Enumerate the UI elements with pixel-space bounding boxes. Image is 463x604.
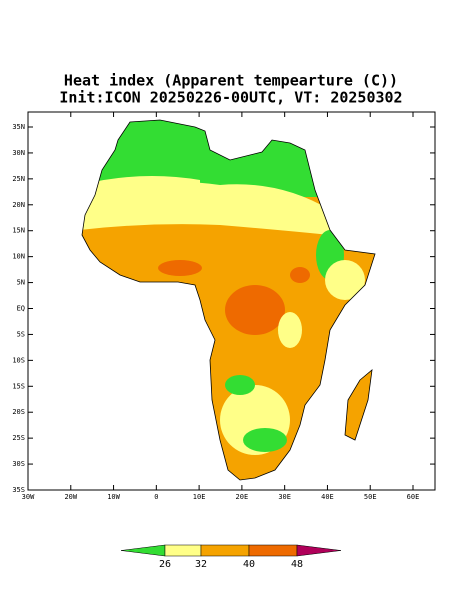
map-subtitle: Init:ICON 20250226-00UTC, VT: 20250302 [59,89,402,107]
colorbar-segment [164,544,202,557]
colorbar-label: 32 [195,559,207,570]
madagascar [344,369,373,441]
lat-tick-label: 20S [12,408,25,416]
colorbar-label: 48 [291,559,303,570]
colorbar-segment [248,544,298,557]
lat-tick-label: 25S [12,434,25,442]
lon-tick-label: 50E [364,493,377,501]
lat-tick-label: 10N [12,253,25,261]
lat-tick-label: 25N [12,175,25,183]
lat-tick-label: 5N [17,279,25,287]
colorbar-high [296,544,342,557]
lat-tick-label: 35S [12,486,25,494]
lat-tick-label: 30N [12,149,25,157]
lat-tick-label: EQ [17,305,25,313]
coastline [81,119,376,481]
lon-tick-label: 10E [193,493,206,501]
lon-tick-label: 30E [278,493,291,501]
colorbar-label: 26 [159,559,171,570]
lat-tick-label: 30S [12,460,25,468]
lon-tick-label: 0 [154,493,158,501]
lon-tick-label: 40E [321,493,334,501]
lon-tick-label: 10W [107,493,120,501]
lat-tick-label: 15S [12,382,25,390]
colorbar-segment [200,544,250,557]
lon-tick-label: 20W [64,493,77,501]
map-frame [27,111,436,491]
lat-tick-label: 5S [17,330,25,338]
lat-tick-label: 35N [12,123,25,131]
lat-tick-label: 10S [12,356,25,364]
lon-tick-label: 60E [407,493,420,501]
lon-tick-label: 20E [236,493,249,501]
lat-tick-label: 15N [12,227,25,235]
colorbar-label: 40 [243,559,255,570]
lon-tick-label: 30W [22,493,35,501]
map-title: Heat index (Apparent tempearture (C)) [64,72,398,90]
lat-tick-label: 20N [12,201,25,209]
